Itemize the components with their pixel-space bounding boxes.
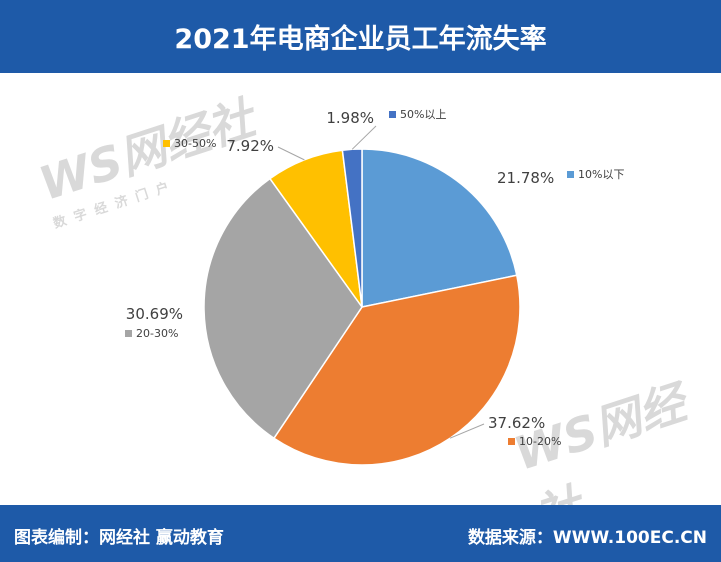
leader-line xyxy=(449,423,485,439)
legend-swatch xyxy=(163,140,170,147)
footer-credit: 图表编制：网经社 赢动教育 xyxy=(14,528,224,548)
legend-label: 30-50% xyxy=(174,137,216,150)
footer: 图表编制：网经社 赢动教育 数据来源：WWW.100EC.CN xyxy=(0,505,721,562)
data-label: 21.78% xyxy=(497,169,554,187)
data-label: 1.98% xyxy=(326,109,374,127)
legend-label: 10%以下 xyxy=(578,168,624,181)
chart-area: WS网经社 数 字 经 济 门 户 WS网经社 WWW.100EC.CN 21.… xyxy=(0,73,721,561)
legend-swatch xyxy=(508,438,515,445)
data-label: 7.92% xyxy=(226,137,274,155)
legend-swatch xyxy=(567,171,574,178)
leader-line xyxy=(277,146,305,161)
footer-source: 数据来源：WWW.100EC.CN xyxy=(467,528,707,548)
data-label: 37.62% xyxy=(488,414,545,432)
legend-label: 20-30% xyxy=(136,327,178,340)
legend-label: 50%以上 xyxy=(400,108,446,121)
legend-swatch xyxy=(125,330,132,337)
legend-swatch xyxy=(389,111,396,118)
pie-chart: 21.78% 10%以下 37.62% 10-20% 30.69% 20-30% 7.92%… xyxy=(125,108,624,466)
data-label: 30.69% xyxy=(126,305,183,323)
leader-line xyxy=(351,125,377,150)
pie-slice xyxy=(361,148,518,308)
pie-slice xyxy=(203,177,363,440)
pie-slice xyxy=(341,148,363,308)
chart-title: 2021年电商企业员工年流失率 xyxy=(0,0,721,73)
legend-label: 10-20% xyxy=(519,435,561,448)
